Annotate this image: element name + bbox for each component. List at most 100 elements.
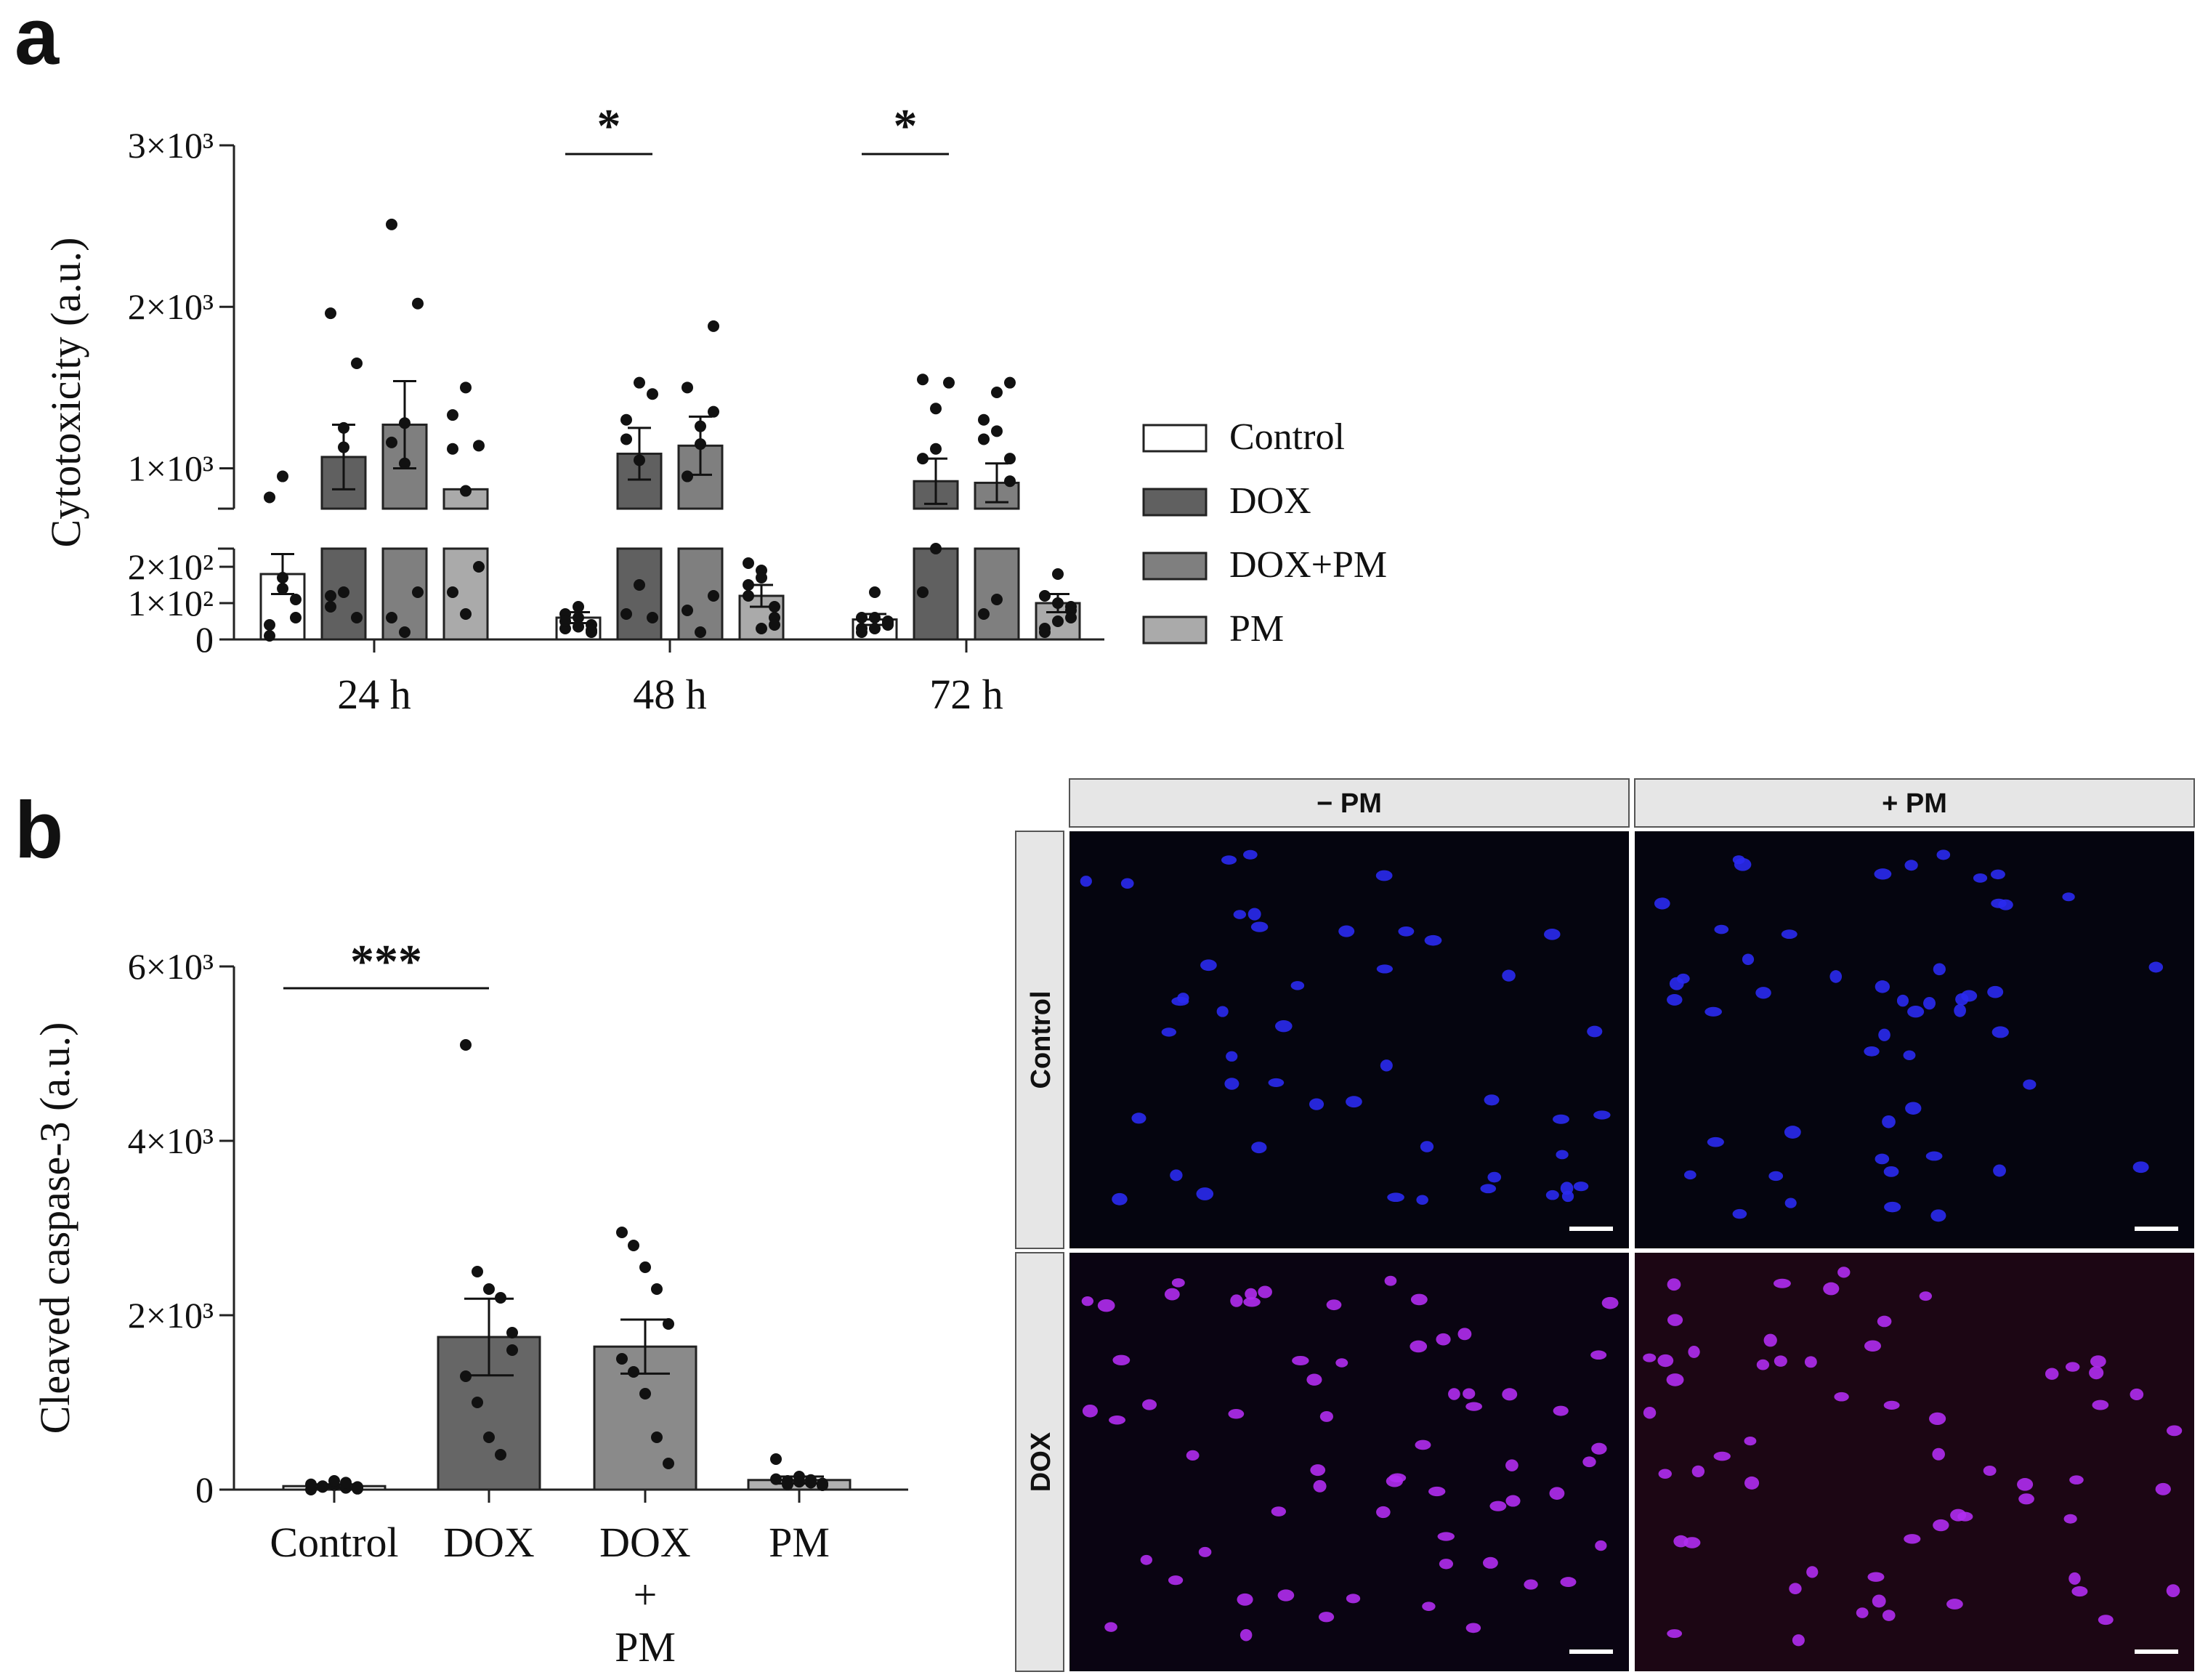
data-point (338, 441, 349, 453)
nucleus (1883, 1400, 1900, 1410)
nucleus (2092, 1400, 2109, 1410)
data-point (756, 623, 767, 634)
nucleus (1591, 1442, 1607, 1455)
nucleus (1268, 1078, 1285, 1088)
nucleus (1545, 1190, 1559, 1200)
data-point (472, 1266, 483, 1277)
nucleus (1884, 1201, 1901, 1213)
scale-bar (2135, 1227, 2178, 1231)
nucleus (1673, 1535, 1689, 1548)
data-point (991, 594, 1003, 605)
nucleus (1875, 980, 1890, 993)
data-point (506, 1327, 518, 1338)
data-point (917, 586, 929, 598)
nucleus (1171, 996, 1189, 1006)
nucleus (1560, 1182, 1574, 1195)
nucleus (1161, 1027, 1176, 1037)
nucleus (1667, 993, 1683, 1006)
data-point (856, 612, 868, 623)
nucleus (1290, 981, 1305, 990)
nucleus (1318, 1612, 1335, 1623)
data-point (460, 485, 472, 497)
y-tick-label: 2×10³ (128, 286, 214, 327)
nucleus (1081, 1296, 1094, 1307)
nucleus (2023, 1079, 2037, 1090)
nucleus (1669, 977, 1684, 990)
y-tick-label: 1×10³ (128, 448, 214, 488)
data-point (647, 388, 658, 400)
nucleus (1973, 873, 1988, 883)
data-point (1065, 612, 1077, 623)
data-point (634, 454, 645, 467)
chart-legend: Control DOX DOX+PM PM (1142, 416, 1387, 650)
data-point (447, 443, 458, 455)
legend-label: DOX (1229, 480, 1311, 522)
data-point (264, 630, 275, 642)
nucleus (2045, 1368, 2059, 1380)
nucleus (1416, 1195, 1428, 1206)
nucleus (1080, 876, 1092, 887)
nucleus (1781, 929, 1797, 940)
nucleus (1792, 1634, 1805, 1647)
nucleus (1439, 1559, 1454, 1570)
x-tick-label: + (634, 1571, 658, 1618)
legend-swatch (1142, 615, 1208, 645)
data-point (639, 1261, 651, 1273)
nucleus (1346, 1594, 1361, 1604)
nucleus (1806, 1566, 1819, 1578)
data-point (460, 1039, 472, 1051)
nucleus (1483, 1556, 1498, 1569)
nucleus (1251, 1142, 1267, 1154)
nucleus (2090, 1355, 2106, 1368)
data-point (651, 1431, 663, 1443)
data-point (639, 1388, 651, 1400)
nucleus (1309, 1098, 1325, 1110)
nucleus (1704, 1006, 1722, 1017)
data-point (1039, 626, 1051, 638)
data-point (743, 579, 754, 591)
nucleus (1186, 1450, 1200, 1461)
nucleus (1335, 1358, 1348, 1368)
nuclei-layer (1080, 849, 2183, 1647)
nucleus (2017, 1478, 2034, 1491)
data-point (290, 612, 302, 623)
nucleus (1120, 878, 1134, 889)
scale-bar (1569, 1227, 1613, 1231)
nucleus (2155, 1482, 2171, 1495)
nucleus (1905, 1102, 1922, 1115)
data-point (460, 608, 472, 620)
nucleus (1410, 1340, 1428, 1353)
data-point (634, 376, 645, 389)
nucleus (1744, 1437, 1757, 1446)
nucleus (1864, 1340, 1882, 1352)
data-point (351, 358, 363, 369)
nucleus (1688, 1345, 1700, 1358)
nucleus (1230, 1294, 1243, 1307)
data-point (616, 1227, 628, 1238)
nucleus (1346, 1096, 1362, 1108)
nucleus (1112, 1192, 1128, 1206)
nucleus (1196, 1187, 1214, 1200)
nucleus (1428, 1486, 1446, 1497)
data-point (340, 1477, 352, 1489)
nucleus (1823, 1282, 1840, 1296)
nucleus (1929, 1412, 1946, 1426)
nucleus (1933, 1519, 1949, 1532)
data-point (634, 579, 645, 591)
data-point (770, 1473, 782, 1485)
data-point (1065, 601, 1077, 613)
data-point (447, 409, 458, 421)
data-point (930, 403, 942, 415)
data-point (743, 557, 754, 569)
nucleus (1112, 1354, 1131, 1366)
x-tick-label: 48 h (633, 671, 707, 718)
data-point (399, 417, 411, 429)
row-header-dox: DOX (1026, 1431, 1056, 1492)
nucleus (2069, 1572, 2081, 1585)
nucleus (1804, 1356, 1817, 1368)
nucleus (1874, 868, 1892, 880)
nucleus (1732, 855, 1745, 865)
nucleus (1834, 1392, 1849, 1402)
nucleus (1502, 1388, 1518, 1401)
nucleus (1878, 1028, 1890, 1041)
